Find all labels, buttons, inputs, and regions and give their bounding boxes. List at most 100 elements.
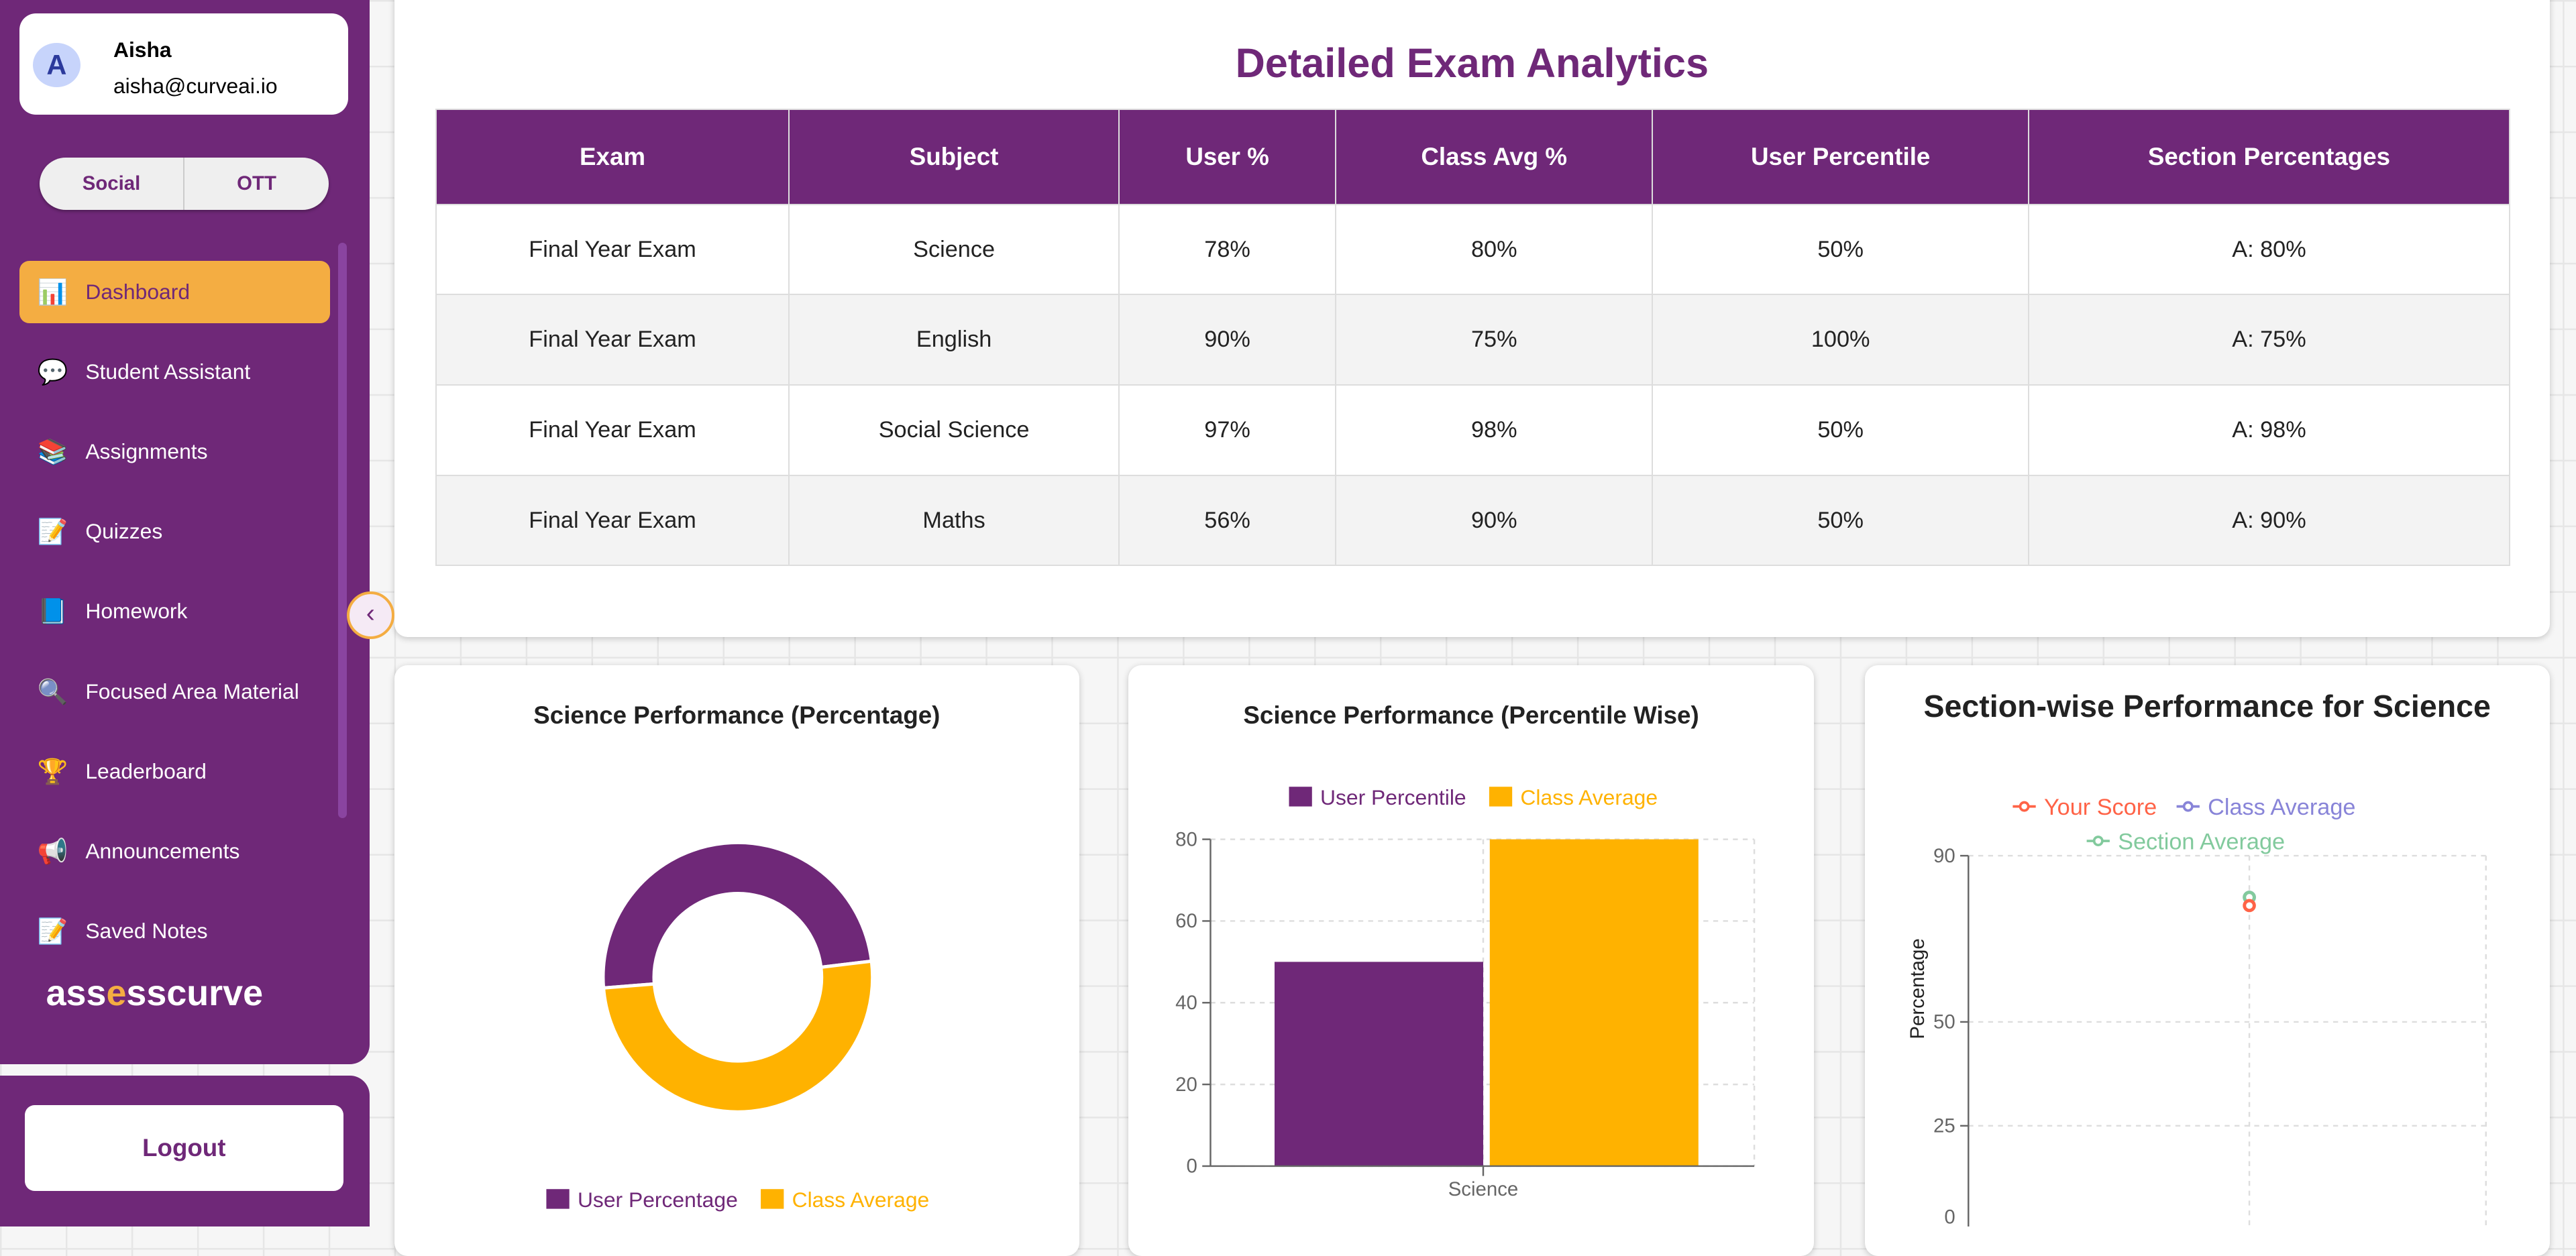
y-tick-label: 0 [1187, 1155, 1197, 1178]
sidebar-item-label: Assignments [85, 439, 208, 464]
sidebar-item-saved-notes[interactable]: 📝 Saved Notes [19, 900, 330, 962]
table-cell: 100% [1652, 294, 2029, 386]
legend-label: Class Average [2208, 795, 2355, 820]
sidebar: A Aisha aisha@curveai.io Social OTT 📊 Das… [0, 0, 370, 1064]
toggle-ott[interactable]: OTT [183, 158, 329, 211]
column-header: Subject [788, 108, 1120, 205]
column-header: User Percentile [1652, 108, 2029, 205]
x-tick-label: Science [1448, 1178, 1519, 1200]
memo-icon: 📝 [37, 917, 68, 945]
sidebar-item-assignments[interactable]: 📚 Assignments [19, 420, 330, 483]
y-tick-label: 25 [1933, 1115, 1955, 1137]
legend-swatch [1289, 787, 1313, 807]
table-cell: 97% [1118, 384, 1337, 476]
user-card[interactable]: A Aisha aisha@curveai.io [19, 13, 349, 115]
mode-toggle: Social OTT [39, 158, 329, 211]
sidebar-item-student-assistant[interactable]: 💬 Student Assistant [19, 341, 330, 403]
collapse-sidebar-button[interactable]: ‹ [346, 591, 394, 639]
y-tick-label: 60 [1176, 910, 1198, 932]
chart-title: Section-wise Performance for Science [1923, 689, 2491, 724]
table-cell: 90% [1118, 294, 1337, 386]
table-row: Final Year Exam Social Science 97% 98% 50% A:… [435, 384, 2511, 476]
table-cell: 50% [1652, 384, 2029, 476]
y-tick-label: 80 [1176, 828, 1198, 850]
sidebar-item-homework[interactable]: 📘 Homework [19, 580, 330, 642]
table-cell: 75% [1335, 294, 1654, 386]
table-cell: Science [788, 203, 1120, 296]
table-cell: Final Year Exam [435, 203, 790, 296]
legend-swatch [1489, 787, 1513, 807]
sidebar-item-label: Homework [85, 599, 188, 624]
bar-chart-icon: 📊 [37, 278, 68, 306]
avatar: A [32, 42, 80, 87]
user-email: aisha@curveai.io [113, 74, 278, 99]
table-cell: Social Science [788, 384, 1120, 476]
legend-label: Section Average [2118, 829, 2285, 854]
table-cell: Maths [788, 474, 1120, 567]
bar-chart: 0 20 40 60 80 Science User Percentile Class Ave… [1176, 785, 1756, 1200]
y-tick-label: 40 [1176, 992, 1198, 1014]
analytics-card: Detailed Exam Analytics Exam Subject User … [394, 0, 2550, 638]
sidebar-item-dashboard[interactable]: 📊 Dashboard [19, 261, 331, 324]
donut-slice-class-average [601, 959, 874, 1114]
sidebar-item-focused-area-material[interactable]: 🔍 Focused Area Material [19, 660, 330, 722]
line-chart-card: Section-wise Performance for Science 0 25… [1864, 665, 2550, 1256]
table-cell: A: 80% [2027, 203, 2511, 296]
legend-label: Class Average [792, 1188, 929, 1212]
sidebar-item-label: Leaderboard [85, 758, 207, 783]
legend-marker [2182, 801, 2194, 812]
y-tick-label: 50 [1933, 1011, 1955, 1033]
legend-swatch [760, 1189, 784, 1209]
logout-panel: Logout [0, 1076, 370, 1227]
books-icon: 📚 [37, 438, 68, 466]
bar-user-percentile [1275, 962, 1484, 1166]
memo-icon: 📝 [37, 518, 68, 546]
table-cell: A: 75% [2027, 294, 2511, 386]
sidebar-item-quizzes[interactable]: 📝 Quizzes [19, 500, 330, 563]
table-cell: Final Year Exam [435, 384, 790, 476]
table-cell: A: 90% [2027, 474, 2511, 567]
analytics-table: Exam Subject User % Class Avg % User Percent… [435, 108, 2511, 567]
logout-button[interactable]: Logout [24, 1105, 343, 1191]
table-cell: 50% [1652, 474, 2029, 567]
chart-title: Science Performance (Percentage) [533, 701, 941, 729]
bar-chart-card: Science Performance (Percentile Wise) 0 2… [1128, 665, 1814, 1256]
page-title: Detailed Exam Analytics [1235, 40, 1709, 86]
donut-chart-card: Science Performance (Percentage) User Pe… [394, 665, 1079, 1256]
table-cell: Final Year Exam [435, 294, 790, 386]
table-cell: 90% [1335, 474, 1654, 567]
y-tick-label: 90 [1933, 845, 1955, 867]
legend-label: User Percentage [578, 1188, 738, 1212]
table-cell: 80% [1335, 203, 1654, 296]
table-cell: 56% [1118, 474, 1337, 567]
sidebar-item-label: Dashboard [85, 280, 191, 304]
column-header: Section Percentages [2027, 108, 2511, 205]
y-tick-label: 0 [1944, 1206, 1955, 1227]
sidebar-item-label: Quizzes [85, 519, 163, 544]
column-header: Class Avg % [1335, 108, 1654, 205]
sidebar-scrollbar[interactable] [338, 243, 347, 818]
donut-slice-user-percentage [601, 840, 873, 990]
speech-bubble-icon: 💬 [37, 358, 68, 386]
sidebar-item-label: Announcements [85, 838, 240, 863]
legend-label: User Percentile [1320, 785, 1466, 809]
table-cell: 78% [1118, 203, 1337, 296]
sidebar-item-announcements[interactable]: 📢 Announcements [19, 820, 330, 882]
column-header: User % [1118, 108, 1337, 205]
column-header: Exam [435, 108, 790, 205]
table-cell: 50% [1652, 203, 2029, 296]
table-cell: Final Year Exam [435, 474, 790, 567]
toggle-social[interactable]: Social [82, 172, 141, 195]
donut-chart: User Percentage Class Average [546, 840, 929, 1212]
table-cell: English [788, 294, 1120, 386]
legend-marker [2092, 835, 2104, 846]
megaphone-icon: 📢 [37, 837, 68, 865]
table-cell: 98% [1335, 384, 1654, 476]
legend-label: Your Score [2044, 795, 2157, 820]
sidebar-item-leaderboard[interactable]: 🏆 Leaderboard [19, 740, 330, 803]
legend-marker [2019, 801, 2030, 812]
line-chart: 0 25 50 90 Percentage Your Score Class Average… [1907, 795, 2487, 1227]
table-row: Final Year Exam Maths 56% 90% 50% A: 90% [435, 474, 2511, 567]
legend-label: Class Average [1521, 785, 1658, 809]
table-row: Final Year Exam English 90% 75% 100% A: 75% [435, 294, 2511, 386]
